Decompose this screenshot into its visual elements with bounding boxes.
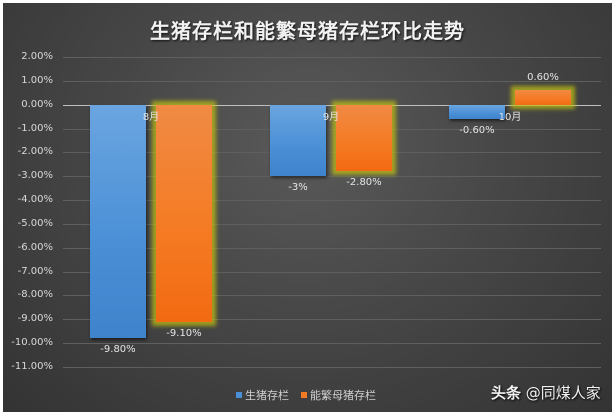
data-label: -9.80% — [100, 344, 136, 356]
chart-title: 生猪存栏和能繁母猪存栏环比走势 — [150, 19, 465, 43]
y-axis-tick-label: -10.00% — [11, 337, 53, 349]
y-axis-tick-label: 1.00% — [21, 74, 53, 86]
data-label: -2.80% — [346, 177, 382, 189]
legend-swatch-orange — [301, 392, 307, 398]
watermark-brand: 头条 — [491, 384, 522, 402]
y-axis-tick-label: -6.00% — [17, 241, 53, 253]
watermark: 头条 @同煤人家 — [491, 382, 601, 403]
gridline — [63, 367, 601, 368]
gridline — [63, 295, 601, 297]
gridline — [63, 176, 601, 178]
chart-area[interactable]: 生猪存栏和能繁母猪存栏环比走势 2.00% 1.00% 0.00% -1.00% -2.… — [3, 3, 612, 412]
category-label: 10月 — [498, 111, 522, 123]
legend-item-hog-inventory: 生猪存栏 — [236, 387, 289, 403]
bar-hog-1[interactable] — [270, 104, 326, 177]
gridline — [63, 343, 601, 345]
category-label: 8月 — [142, 111, 160, 123]
y-axis-tick-label: 0.00% — [21, 98, 53, 110]
y-axis-tick-label: -2.00% — [17, 146, 53, 158]
bar-hog-0[interactable] — [90, 104, 146, 339]
y-axis-tick-label: -11.00% — [11, 361, 53, 372]
y-axis-tick-label: 2.00% — [21, 51, 53, 62]
plot-area: 2.00% 1.00% 0.00% -1.00% -2.00% -3.00% -4.00% -… — [3, 3, 612, 412]
legend-swatch-blue — [236, 392, 242, 398]
zero-axis-line — [63, 104, 601, 106]
data-label: -3% — [288, 182, 308, 194]
bar-sow-2[interactable] — [515, 90, 571, 105]
bar-hog-2[interactable] — [449, 104, 505, 119]
legend-label: 生猪存栏 — [245, 389, 289, 402]
y-axis-tick-label: -7.00% — [17, 265, 53, 277]
gridline — [63, 271, 601, 273]
bar-sow-0[interactable] — [156, 104, 212, 322]
gridline — [63, 80, 601, 82]
y-axis-tick-label: -8.00% — [17, 289, 53, 301]
gridline — [63, 319, 601, 321]
y-axis-tick-label: -4.00% — [17, 194, 53, 206]
bar-sow-1[interactable] — [336, 104, 392, 172]
y-axis-tick-label: -5.00% — [17, 217, 53, 229]
category-label: 9月 — [322, 111, 340, 123]
y-axis-tick-label: -1.00% — [17, 122, 53, 134]
legend: 生猪存栏 能繁母猪存栏 — [236, 387, 376, 403]
y-axis-tick-label: -3.00% — [17, 170, 53, 182]
y-axis-tick-label: -9.00% — [17, 313, 53, 325]
data-label: -0.60% — [459, 125, 495, 136]
data-label: -9.10% — [166, 327, 202, 339]
gridline — [63, 200, 601, 202]
data-label: 0.60% — [527, 72, 559, 84]
gridline — [63, 247, 601, 249]
legend-label: 能繁母猪存栏 — [310, 389, 376, 402]
legend-item-sow-inventory: 能繁母猪存栏 — [301, 387, 376, 403]
gridline — [63, 223, 601, 225]
gridline — [63, 57, 601, 58]
gridline — [63, 152, 601, 154]
gridline — [63, 128, 601, 130]
watermark-handle: @同煤人家 — [525, 384, 601, 402]
